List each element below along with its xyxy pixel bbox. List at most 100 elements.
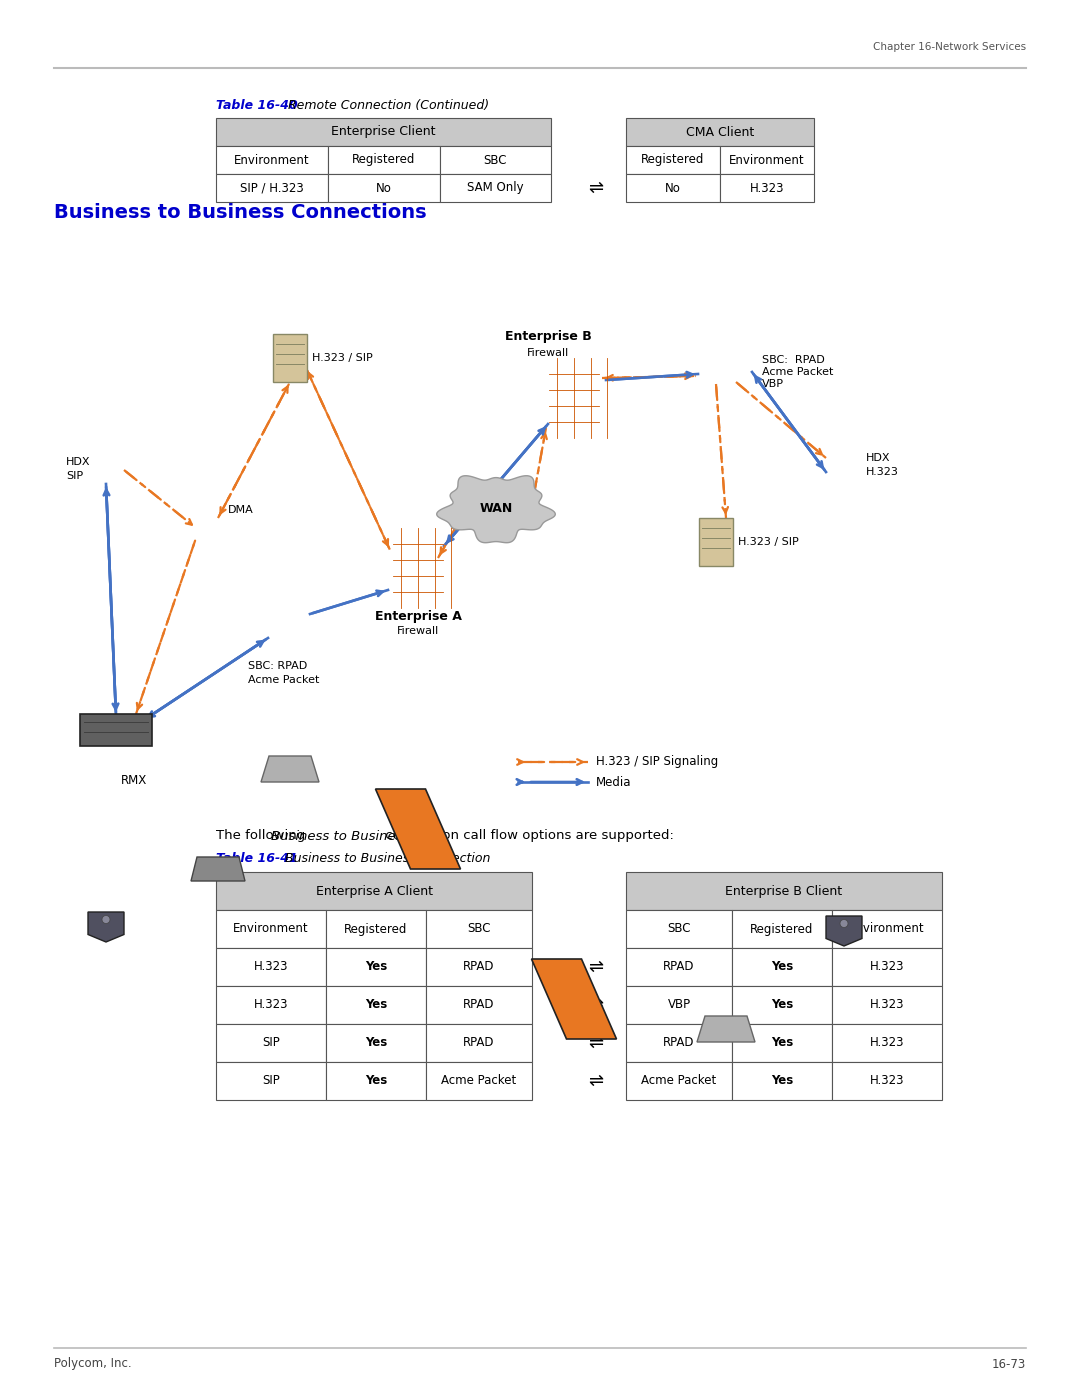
Bar [832, 949, 942, 986]
Bar [326, 986, 426, 1024]
Bar [626, 949, 732, 986]
Bar [626, 1062, 732, 1099]
Text: H.323 / SIP: H.323 / SIP [738, 536, 799, 548]
Text: SIP: SIP [66, 471, 83, 481]
Bar [732, 986, 832, 1024]
Text: Firewall: Firewall [527, 348, 569, 358]
Bar [216, 147, 328, 175]
Text: SAM Only: SAM Only [468, 182, 524, 194]
Text: H.323: H.323 [869, 961, 904, 974]
Bar [216, 1062, 326, 1099]
Text: HDX: HDX [866, 453, 891, 462]
Bar [720, 147, 814, 175]
Text: DMA: DMA [228, 504, 254, 515]
Text: Registered: Registered [751, 922, 813, 936]
Text: Firewall: Firewall [396, 626, 440, 636]
Text: SBC: SBC [667, 922, 691, 936]
Polygon shape [826, 916, 862, 946]
Text: SBC: SBC [468, 922, 490, 936]
Text: WAN: WAN [480, 502, 513, 514]
Bar [326, 949, 426, 986]
Text: H.323: H.323 [750, 182, 784, 194]
Text: Enterprise A: Enterprise A [375, 610, 461, 623]
Text: H.323: H.323 [254, 999, 288, 1011]
Text: Acme Packet: Acme Packet [642, 1074, 717, 1087]
Bar [326, 1024, 426, 1062]
Bar [626, 872, 942, 909]
Text: H.323: H.323 [869, 999, 904, 1011]
Text: SBC:  RPAD: SBC: RPAD [762, 355, 825, 365]
Text: H.323: H.323 [254, 961, 288, 974]
Text: Chapter 16-Network Services: Chapter 16-Network Services [873, 42, 1026, 52]
Bar [216, 175, 328, 203]
Polygon shape [191, 856, 245, 882]
Bar [216, 872, 532, 909]
Text: connection call flow options are supported:: connection call flow options are support… [381, 830, 674, 842]
Text: RMX: RMX [121, 774, 147, 787]
Text: The following: The following [216, 830, 310, 842]
Text: RPAD: RPAD [663, 961, 694, 974]
Bar [328, 175, 440, 203]
Bar [832, 909, 942, 949]
Text: Yes: Yes [771, 999, 793, 1011]
Text: Media: Media [596, 775, 632, 788]
Text: Polycom, Inc.: Polycom, Inc. [54, 1358, 132, 1370]
Polygon shape [436, 476, 555, 542]
Bar [216, 117, 551, 147]
Bar [326, 909, 426, 949]
Bar [216, 986, 326, 1024]
Text: Environment: Environment [729, 154, 805, 166]
Text: Yes: Yes [365, 999, 387, 1011]
Text: Yes: Yes [365, 961, 387, 974]
Bar [626, 986, 732, 1024]
Text: Acme Packet: Acme Packet [442, 1074, 516, 1087]
Bar [832, 986, 942, 1024]
Text: Registered: Registered [345, 922, 407, 936]
Polygon shape [87, 912, 124, 942]
Text: H.323: H.323 [869, 1037, 904, 1049]
Text: Yes: Yes [365, 1037, 387, 1049]
Text: Acme Packet: Acme Packet [762, 367, 834, 377]
Text: 16-73: 16-73 [991, 1358, 1026, 1370]
Bar [832, 1062, 942, 1099]
Bar [426, 1024, 532, 1062]
Text: Business to Business: Business to Business [271, 830, 409, 842]
Bar [273, 334, 307, 381]
Text: SBC: SBC [484, 154, 508, 166]
Bar [426, 909, 532, 949]
Circle shape [840, 919, 848, 928]
Circle shape [102, 915, 110, 923]
Bar [216, 949, 326, 986]
Bar [626, 147, 720, 175]
Text: SIP / H.323: SIP / H.323 [240, 182, 303, 194]
Text: Yes: Yes [365, 1074, 387, 1087]
Text: Business to Business Connections: Business to Business Connections [54, 203, 427, 222]
Text: SIP: SIP [262, 1037, 280, 1049]
Text: Enterprise Client: Enterprise Client [332, 126, 435, 138]
Text: RPAD: RPAD [463, 961, 495, 974]
Bar [732, 909, 832, 949]
Bar [426, 1062, 532, 1099]
Text: ⇌: ⇌ [589, 1034, 604, 1052]
Text: No: No [376, 182, 392, 194]
Polygon shape [261, 756, 319, 782]
Bar [626, 175, 720, 203]
Text: CMA Client: CMA Client [686, 126, 754, 138]
Text: Enterprise B Client: Enterprise B Client [726, 884, 842, 897]
Bar [80, 714, 152, 746]
Text: Business to Business Connection: Business to Business Connection [281, 852, 490, 865]
Bar [626, 909, 732, 949]
Text: Table 16-41: Table 16-41 [216, 852, 298, 865]
Text: H.323 / SIP Signaling: H.323 / SIP Signaling [596, 756, 718, 768]
Bar [326, 1062, 426, 1099]
Bar [216, 909, 326, 949]
Bar [699, 518, 733, 566]
Polygon shape [531, 958, 617, 1039]
Text: H.323: H.323 [866, 467, 899, 476]
Text: No: No [665, 182, 680, 194]
Bar [216, 1024, 326, 1062]
Bar [720, 175, 814, 203]
Bar [626, 1024, 732, 1062]
Text: Acme Packet: Acme Packet [248, 675, 320, 685]
Text: Yes: Yes [771, 1074, 793, 1087]
